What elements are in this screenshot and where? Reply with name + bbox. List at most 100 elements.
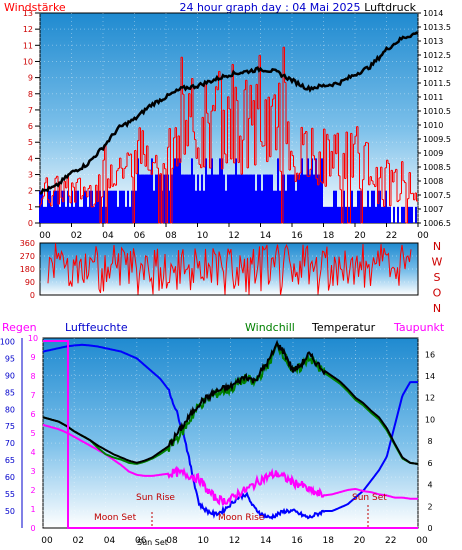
- moon-set-label: Moon Set: [94, 513, 137, 523]
- temperature-tick-label: 16: [425, 350, 435, 359]
- humidity-tick-label: 55: [5, 490, 15, 499]
- humidity-tick-label: 90: [5, 371, 15, 380]
- wind-tick-label: 11: [23, 41, 33, 50]
- page-title: 24 hour graph day : 04 Mai 2025: [179, 1, 360, 14]
- humidity-tick-label: 65: [5, 456, 15, 465]
- temperature-y-axis-ticks: 0 2 4 6 8 10 12 14 16: [425, 350, 435, 533]
- temp-hour-tick-label: 18: [323, 536, 335, 546]
- hour-tick-label: 00: [417, 231, 429, 241]
- sun-set-small-label: Sun Set: [137, 538, 168, 547]
- temperature-tick-label: 0: [427, 524, 432, 533]
- pressure-tick-label: 1007: [423, 205, 443, 214]
- humidity-y-axis-ticks: 50 55 60 65 70 75 80 85 90 95 100: [0, 337, 15, 516]
- wind-tick-label: 3: [28, 171, 33, 180]
- temperature-tick-label: 10: [425, 415, 435, 424]
- humidity-tick-label: 60: [5, 473, 15, 482]
- pressure-tick-label: 1009.5: [423, 135, 451, 144]
- humidity-tick-label: 75: [5, 422, 15, 431]
- rain-tick-label: 2: [30, 486, 35, 495]
- rain-tick-label: 3: [30, 467, 35, 476]
- temp-hour-tick-label: 02: [73, 536, 84, 546]
- wind-axis-title: Windstärke: [4, 1, 66, 14]
- pressure-line: [39, 31, 419, 195]
- wind-tick-label: 10: [23, 57, 33, 66]
- compass-label: N: [433, 240, 441, 253]
- temperature-line: [42, 339, 419, 465]
- pressure-tick-label: 1008.5: [423, 163, 451, 172]
- direction-tick-label: 0: [30, 291, 35, 300]
- pressure-tick-label: 1009: [423, 149, 443, 158]
- compass-label: S: [434, 271, 441, 284]
- wind-tick-label: 7: [28, 106, 33, 115]
- rain-tick-label: 6: [30, 410, 35, 419]
- sun-rise-label: Sun Rise: [136, 493, 175, 503]
- wind-tick-label: 8: [28, 90, 33, 99]
- wind-x-axis-ticks: 00 02 04 06 08 10 12 14 16 18 20 22 00: [39, 223, 429, 241]
- rain-tick-label: 5: [30, 429, 35, 438]
- wind-tick-label: 5: [28, 138, 33, 147]
- direction-tick-label: 90: [25, 278, 35, 287]
- rain-y-axis-ticks: 0 1 2 3 4 5 6 7 8 9 10: [21, 334, 38, 533]
- sun-set-label: Sun Set: [352, 493, 387, 503]
- temp-hour-tick-label: 12: [229, 536, 240, 546]
- direction-y-axis-ticks: 360 270 180 90 0: [20, 239, 35, 300]
- hour-tick-label: 18: [323, 231, 335, 241]
- temperature-tick-label: 6: [427, 459, 432, 468]
- temp-hour-tick-label: 04: [104, 536, 116, 546]
- pressure-tick-label: 1014: [423, 9, 443, 18]
- temp-hour-tick-label: 14: [260, 536, 272, 546]
- temperature-tick-label: 4: [427, 481, 432, 490]
- temperature-tick-label: 2: [427, 502, 432, 511]
- rain-tick-label: 4: [30, 448, 35, 457]
- humidity-tick-label: 95: [5, 354, 15, 363]
- wind-tick-label: 13: [23, 9, 33, 18]
- rain-tick-label: 8: [30, 372, 35, 381]
- hour-tick-label: 00: [39, 231, 51, 241]
- legend-temperature: Temperatur: [311, 321, 376, 334]
- humidity-tick-label: 100: [0, 337, 15, 346]
- temp-hour-tick-label: 08: [166, 536, 178, 546]
- temp-hour-tick-label: 16: [291, 536, 303, 546]
- pressure-tick-label: 1010: [423, 121, 443, 130]
- temp-hour-tick-label: 10: [198, 536, 210, 546]
- humidity-line: [42, 343, 418, 521]
- rain-tick-label: 7: [30, 391, 35, 400]
- direction-tick-label: 270: [20, 252, 35, 261]
- temp-hour-tick-label: 22: [385, 536, 396, 546]
- wind-tick-label: 2: [28, 187, 33, 196]
- compass-label: O: [433, 287, 442, 300]
- astro-annotations: Moon Set Sun Rise Moon Rise Sun Set Sun …: [94, 493, 387, 547]
- pressure-y-axis-ticks: 1006.5 1007 1007.5 1008 1008.5 1009 1009.5 1010…: [418, 9, 451, 228]
- temp-hour-tick-label: 00: [416, 536, 428, 546]
- direction-tick-label: 180: [20, 265, 35, 274]
- temp-x-axis-ticks: 00 02 04 06 08 10 12 14 16 18 20 22 00: [41, 536, 428, 546]
- pressure-tick-label: 1012.5: [423, 51, 451, 60]
- hour-tick-label: 16: [291, 231, 303, 241]
- hour-tick-label: 06: [134, 231, 146, 241]
- windchill-line: [42, 342, 419, 465]
- legend-windchill: Windchill: [245, 321, 295, 334]
- hour-tick-label: 22: [386, 231, 397, 241]
- direction-tick-label: 360: [20, 239, 35, 248]
- humidity-tick-label: 70: [5, 439, 15, 448]
- temp-hour-tick-label: 20: [354, 536, 366, 546]
- compass-label: W: [432, 256, 443, 269]
- hour-tick-label: 10: [197, 231, 209, 241]
- humidity-tick-label: 80: [5, 405, 15, 414]
- rain-line: [43, 340, 418, 529]
- pressure-tick-label: 1011.5: [423, 79, 451, 88]
- hour-tick-label: 08: [165, 231, 177, 241]
- rain-tick-label: 0: [30, 524, 35, 533]
- pressure-axis-title: Luftdruck: [364, 1, 416, 14]
- temp-panel-grid: [42, 338, 419, 528]
- temperature-tick-label: 14: [425, 372, 435, 381]
- pressure-tick-label: 1006.5: [423, 219, 451, 228]
- rain-tick-label: 1: [30, 505, 35, 514]
- humidity-tick-label: 85: [5, 388, 15, 397]
- wind-tick-label: 0: [28, 219, 33, 228]
- wind-tick-label: 12: [23, 25, 33, 34]
